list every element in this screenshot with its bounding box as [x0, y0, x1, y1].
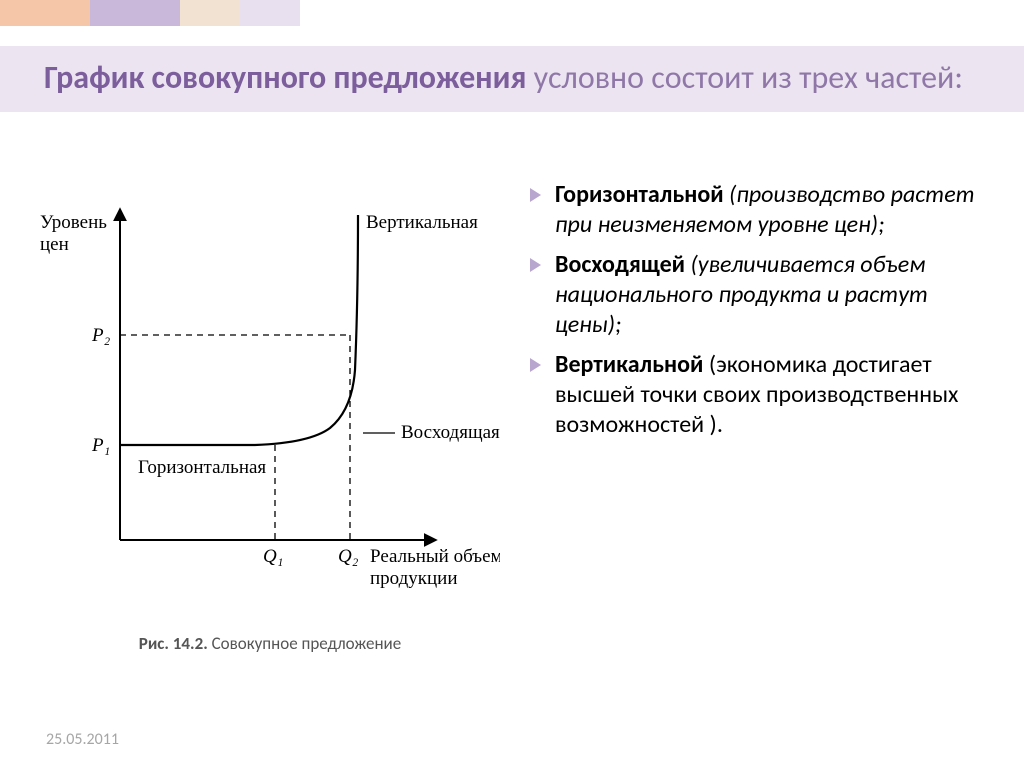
bullet-marker-icon	[530, 188, 541, 202]
page-title: График совокупного предложения условно с…	[44, 58, 980, 98]
title-band: График совокупного предложения условно с…	[0, 46, 1024, 112]
bullet-text: Восходящей (увеличивается объем национал…	[555, 250, 984, 340]
bullet-item: Горизонтальной (производство растет при …	[530, 180, 984, 240]
bullet-term: Восходящей	[555, 250, 685, 279]
footer-date: 25.05.2011	[46, 730, 119, 749]
bullet-text: Горизонтальной (производство растет при …	[555, 180, 984, 240]
bullet-term: Вертикальной	[555, 350, 703, 379]
content-area: Уровеньцен Реальный объемпродукции P₁ P₂ Q₁ Q…	[0, 160, 1024, 767]
svg-text:Восходящая: Восходящая	[401, 422, 500, 443]
chart-column: Уровеньцен Реальный объемпродукции P₁ P₂ Q₁ Q…	[0, 160, 520, 767]
top-block	[180, 0, 240, 26]
svg-text:Уровень: Уровень	[40, 212, 107, 233]
caption-text: Совокупное предложение	[208, 633, 401, 654]
svg-text:продукции: продукции	[370, 568, 458, 589]
aggregate-supply-chart: Уровеньцен Реальный объемпродукции P₁ P₂ Q₁ Q…	[30, 180, 500, 620]
title-bold: График совокупного предложения	[44, 58, 526, 97]
bullet-term: Горизонтальной	[555, 180, 724, 209]
bullet-item: Восходящей (увеличивается объем национал…	[530, 250, 984, 340]
svg-text:цен: цен	[40, 234, 69, 255]
bullet-marker-icon	[530, 258, 541, 272]
svg-text:Горизонтальная: Горизонтальная	[138, 457, 266, 478]
svg-text:Реальный объем: Реальный объем	[370, 546, 500, 567]
svg-text:P₁: P₁	[91, 435, 110, 456]
top-block	[90, 0, 180, 26]
svg-text:P₂: P₂	[91, 325, 111, 346]
svg-text:Q₁: Q₁	[263, 546, 283, 567]
svg-text:Вертикальная: Вертикальная	[366, 212, 478, 233]
chart-caption: Рис. 14.2. Совокупное предложение	[30, 633, 510, 654]
bullet-list: Горизонтальной (производство растет при …	[520, 160, 1024, 767]
bullet-item: Вертикальной (экономика достигает высшей…	[530, 350, 984, 440]
bullet-text: Вертикальной (экономика достигает высшей…	[555, 350, 984, 440]
decorative-top-bar	[0, 0, 1024, 26]
bullet-marker-icon	[530, 358, 541, 372]
top-block	[240, 0, 300, 26]
svg-text:Q₂: Q₂	[338, 546, 359, 567]
title-rest: условно состоит из трех частей:	[526, 58, 963, 97]
top-block	[0, 0, 90, 26]
caption-prefix: Рис. 14.2.	[139, 633, 208, 654]
